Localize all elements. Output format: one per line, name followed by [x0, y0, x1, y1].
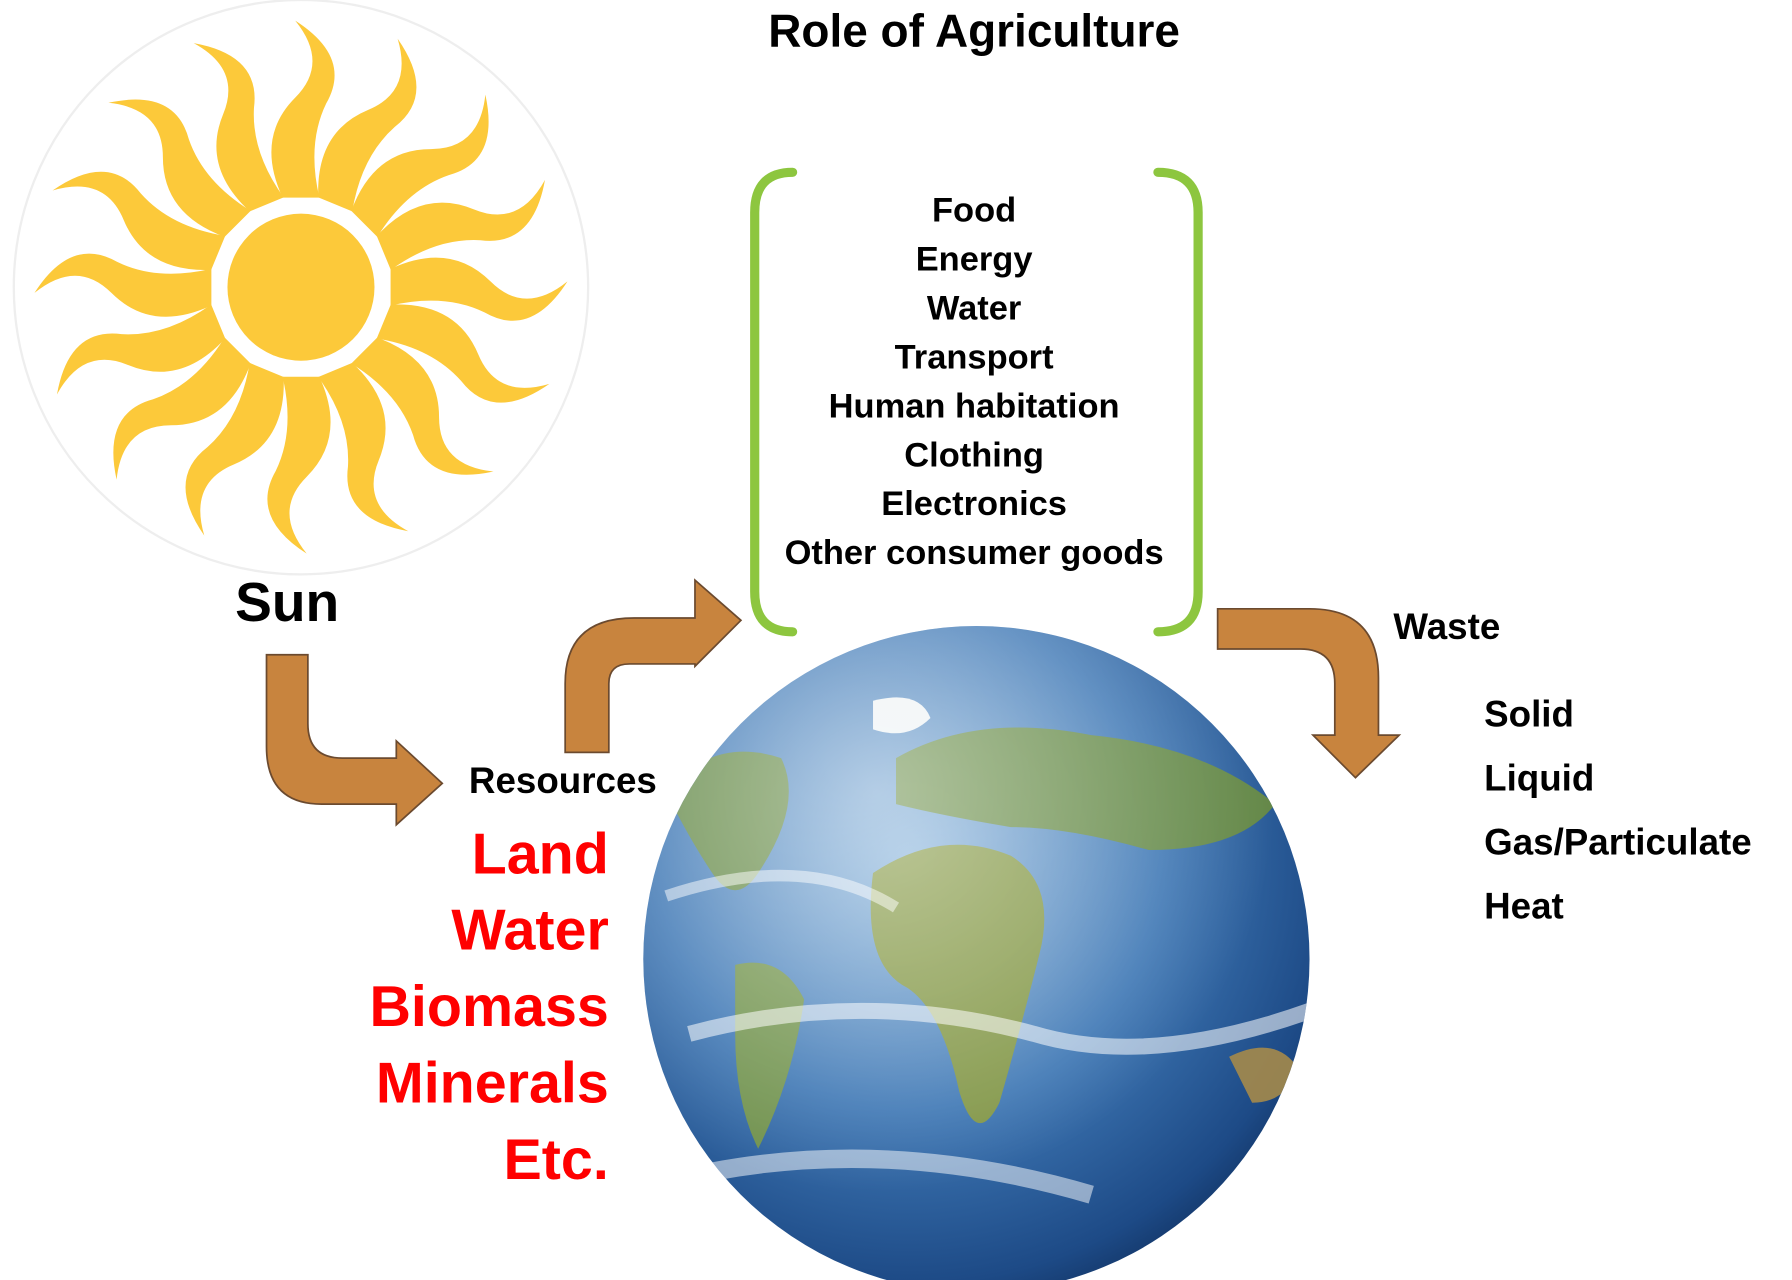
resources-label: Resources — [469, 760, 657, 801]
arrow-products-to-waste — [1216, 607, 1402, 779]
sun-ray — [318, 38, 417, 212]
sun-ray — [34, 253, 212, 317]
sun-ray — [52, 171, 226, 270]
product-item: Clothing — [904, 436, 1044, 474]
sun-ray — [271, 20, 335, 198]
earth-icon — [643, 626, 1310, 1280]
product-item: Energy — [916, 241, 1033, 279]
sun-ray — [376, 179, 545, 270]
sun-ray — [56, 304, 226, 395]
waste-item: Gas/Particulate — [1484, 821, 1752, 862]
bracket-left — [750, 167, 798, 637]
sun-ray — [185, 362, 284, 536]
arrow-resources-to-products — [564, 578, 743, 754]
product-item: Human habitation — [829, 387, 1120, 425]
sun-label: Sun — [235, 571, 339, 633]
product-item: Electronics — [881, 485, 1067, 523]
sun-ray — [113, 337, 251, 480]
bracket-right — [1153, 167, 1203, 637]
sun-ray — [390, 257, 568, 321]
resource-item: Biomass — [369, 975, 608, 1039]
sun-ray — [108, 99, 251, 237]
waste-item: Heat — [1484, 885, 1564, 926]
sun-ray — [318, 362, 409, 532]
waste-label: Waste — [1393, 606, 1500, 647]
sun-ray — [376, 304, 550, 403]
product-item: Other consumer goods — [785, 534, 1164, 572]
sun-ray — [267, 376, 331, 554]
sun-ray — [193, 43, 284, 212]
waste-item: Liquid — [1484, 757, 1594, 798]
arrow-sun-to-resources — [265, 653, 444, 827]
resource-item: Etc. — [504, 1128, 609, 1192]
waste-item: Solid — [1484, 693, 1574, 734]
sun-ray — [351, 94, 489, 237]
resource-item: Minerals — [376, 1051, 609, 1115]
sun-ray — [351, 337, 494, 475]
resource-item: Land — [472, 822, 609, 886]
product-item: Transport — [895, 338, 1054, 376]
product-item: Water — [927, 289, 1021, 327]
product-item: Food — [932, 192, 1016, 230]
resource-item: Water — [451, 899, 608, 963]
title: Role of Agriculture — [768, 5, 1180, 57]
sun-icon — [12, 0, 590, 576]
